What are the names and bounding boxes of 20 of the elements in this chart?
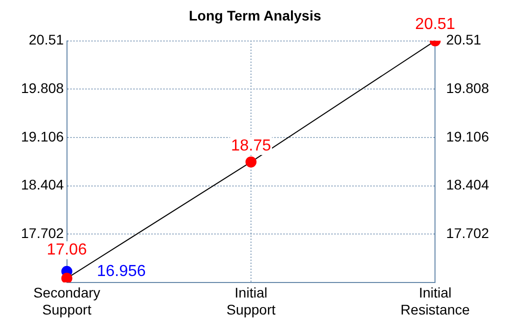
y2-tick-label: 18.404 xyxy=(446,176,490,193)
x-tick-label: Initial Resistance xyxy=(400,284,470,318)
annotation: 16.956 xyxy=(96,262,146,280)
y-tick-label: 19.808 xyxy=(20,80,64,96)
y2-tick-label: 20.51 xyxy=(446,32,482,48)
point xyxy=(61,272,72,282)
point xyxy=(246,156,256,168)
y2-tick-label: 19.808 xyxy=(446,80,490,96)
data-label: 18.75 xyxy=(230,137,272,154)
data-label: 17.06 xyxy=(46,242,87,259)
x-tick-label: Initial Support xyxy=(226,284,276,318)
chart-title: Long Term Analysis xyxy=(188,7,322,24)
y2-tick-label: 17.702 xyxy=(446,224,490,241)
x-tick-label: Secondary Support xyxy=(33,284,100,318)
y2-tick-label: 19.106 xyxy=(446,128,490,144)
y-tick-label: 20.51 xyxy=(28,32,64,48)
y-tick-label: 17.702 xyxy=(20,224,64,241)
y-tick-label: 18.404 xyxy=(20,176,64,193)
y-tick-label: 19.106 xyxy=(20,128,64,144)
data-label: 20.51 xyxy=(415,16,456,34)
